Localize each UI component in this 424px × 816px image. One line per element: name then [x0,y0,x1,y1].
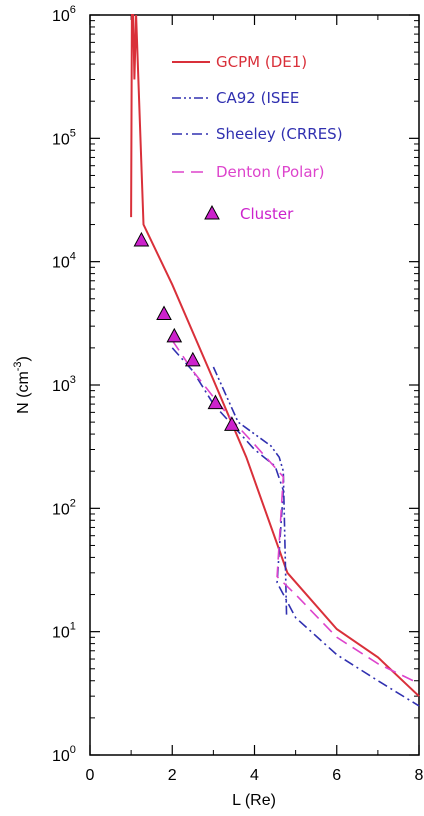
y-tick-label: 106 [52,4,76,25]
y-tick-exponent: 4 [70,251,76,263]
y-tick-base: 10 [52,501,70,518]
legend-cluster-marker [204,204,220,220]
x-tick-label: 6 [332,767,341,784]
y-tick-label: 104 [52,251,76,272]
y-tick-label: 101 [52,621,76,642]
y-tick-exponent: 1 [70,621,76,633]
legend-label-cluster: Cluster [240,205,294,223]
cluster-marker [166,327,183,343]
y-tick-exponent: 2 [70,497,76,509]
y-tick-base: 10 [52,131,70,148]
y-tick-exponent: 6 [70,4,76,16]
x-axis-title: L (Re) [232,792,276,809]
x-tick-label: 2 [168,767,177,784]
y-axis-title: N (cm-3) [12,356,32,414]
series-line-1 [212,366,288,618]
x-tick-label: 0 [86,767,95,784]
y-tick-base: 10 [52,748,70,765]
y-tick-exponent: 3 [70,374,76,386]
legend-label-0: GCPM (DE1) [216,53,307,71]
y-tick-exponent: 5 [70,127,76,139]
cluster-marker [133,231,150,247]
y-tick-label: 103 [52,374,76,395]
series-layer [130,14,420,707]
cluster-marker [207,394,224,410]
series-line-0 [130,14,420,697]
legend: GCPM (DE1) CA92 (ISEE Sheeley (CRRES) Dento… [172,53,343,223]
series-line-2 [171,347,420,707]
legend-label-2: Sheeley (CRRES) [216,125,343,143]
y-tick-base: 10 [52,255,70,272]
y-tick-label: 100 [52,744,76,765]
legend-label-1: CA92 (ISEE [216,89,299,107]
y-axis-title-base: N (cm [15,371,32,414]
y-tick-base: 10 [52,8,70,25]
cluster-marker [156,305,172,320]
y-axis-title-close: ) [15,356,32,361]
cluster-marker [224,416,240,431]
cluster-marker [184,351,201,367]
y-axis-title-exp: -3 [12,361,24,371]
y-tick-exponent: 0 [70,744,76,756]
legend-label-3: Denton (Polar) [216,163,325,181]
y-tick-base: 10 [52,378,70,395]
x-tick-label: 8 [415,767,424,784]
series-line-3 [171,339,420,685]
marker-layer [133,231,240,431]
y-tick-label: 105 [52,127,76,148]
y-tick-label: 102 [52,497,76,518]
x-tick-label: 4 [250,767,259,784]
y-tick-base: 10 [52,625,70,642]
